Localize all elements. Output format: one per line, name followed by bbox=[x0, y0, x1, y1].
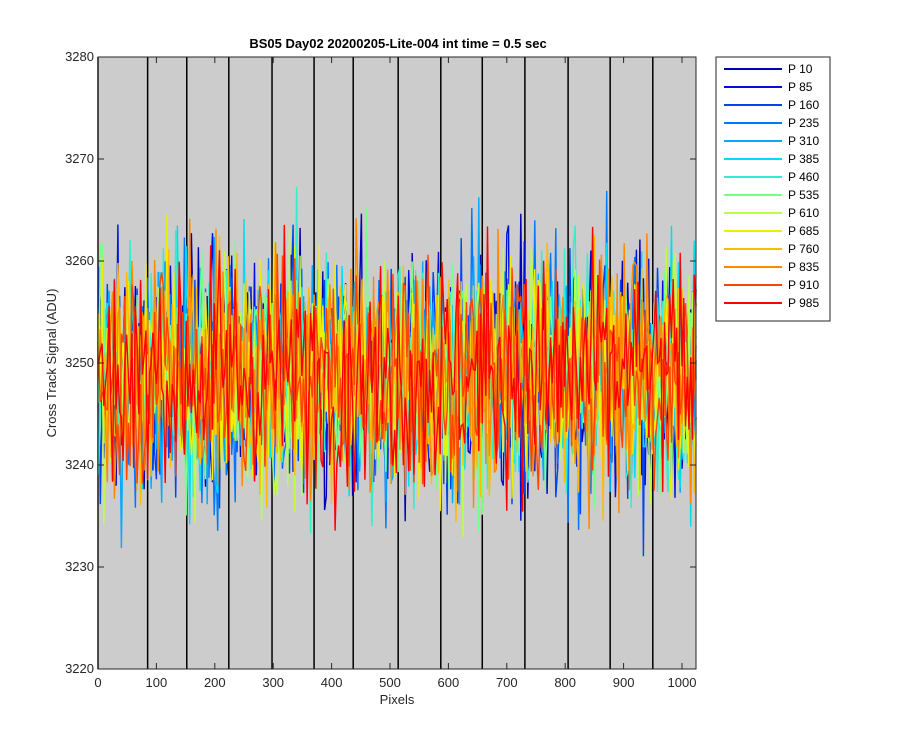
legend-entry[interactable]: P 460 bbox=[788, 170, 819, 184]
y-tick-label: 3220 bbox=[65, 661, 94, 676]
x-tick-label: 600 bbox=[438, 675, 460, 690]
y-tick-label: 3280 bbox=[65, 49, 94, 64]
y-tick-label: 3230 bbox=[65, 559, 94, 574]
legend-entry[interactable]: P 985 bbox=[788, 296, 819, 310]
x-tick-label: 800 bbox=[554, 675, 576, 690]
x-tick-label: 700 bbox=[496, 675, 518, 690]
legend-entry[interactable]: P 310 bbox=[788, 134, 819, 148]
x-tick-label: 1000 bbox=[668, 675, 697, 690]
y-tick-label: 3250 bbox=[65, 355, 94, 370]
legend-entry[interactable]: P 235 bbox=[788, 116, 819, 130]
y-tick-label: 3270 bbox=[65, 151, 94, 166]
y-tick-label: 3260 bbox=[65, 253, 94, 268]
legend-entry[interactable]: P 160 bbox=[788, 98, 819, 112]
x-tick-label: 900 bbox=[613, 675, 635, 690]
x-tick-label: 500 bbox=[379, 675, 401, 690]
legend-entry[interactable]: P 610 bbox=[788, 206, 819, 220]
y-axis: 3220 3230 3240 3250 3260 3270 3280 bbox=[65, 49, 696, 676]
x-tick-label: 400 bbox=[321, 675, 343, 690]
legend-entry[interactable]: P 535 bbox=[788, 188, 819, 202]
series-lines bbox=[97, 187, 697, 557]
legend-box bbox=[715, 56, 831, 322]
legend-entry[interactable]: P 85 bbox=[788, 80, 813, 94]
legend-entry[interactable]: P 760 bbox=[788, 242, 819, 256]
legend-entry[interactable]: P 910 bbox=[788, 278, 819, 292]
legend[interactable]: P 10 P 85 P 160 P 235 P 310 P 385 P 460 P 535 P … bbox=[715, 56, 831, 322]
x-tick-label: 300 bbox=[262, 675, 284, 690]
legend-entry[interactable]: P 10 bbox=[788, 62, 813, 76]
x-axis-label: Pixels bbox=[380, 692, 415, 707]
x-axis: 0 100 200 300 400 500 600 700 800 900 1000 bbox=[94, 57, 696, 690]
legend-entry[interactable]: P 685 bbox=[788, 224, 819, 238]
y-tick-label: 3240 bbox=[65, 457, 94, 472]
y-axis-label: Cross Track Signal (ADU) bbox=[44, 289, 59, 438]
x-tick-label: 0 bbox=[94, 675, 101, 690]
chart-title: BS05 Day02 20200205-Lite-004 int time = … bbox=[249, 36, 546, 51]
legend-entry[interactable]: P 835 bbox=[788, 260, 819, 274]
x-tick-label: 200 bbox=[204, 675, 226, 690]
legend-entry[interactable]: P 385 bbox=[788, 152, 819, 166]
series-line-13 bbox=[97, 224, 697, 531]
x-tick-label: 100 bbox=[146, 675, 168, 690]
